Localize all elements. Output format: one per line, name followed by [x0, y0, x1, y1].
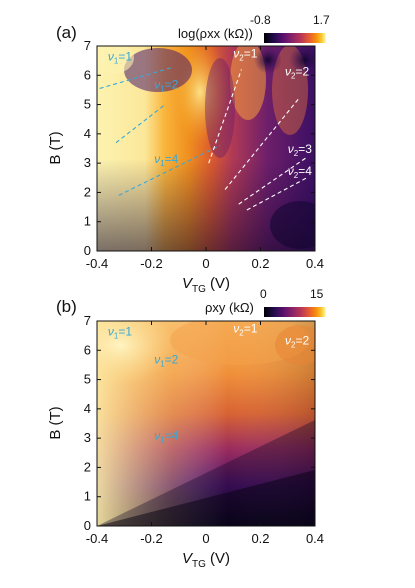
colorbar-a-min-label: -0.8: [250, 13, 271, 27]
x-tick-label-b: -0.4: [86, 531, 108, 546]
y-tick-label-a: 3: [84, 155, 91, 170]
x-axis-label-a: VTG (V): [182, 275, 230, 295]
y-tick-label-a: 2: [84, 184, 91, 199]
y-tick-label-a: 6: [84, 67, 91, 82]
annotation-cyan: ν1=2: [154, 352, 178, 368]
colorbar-b-bar: [264, 307, 326, 317]
colorbar-a-title: log(ρxx (kΩ)): [178, 26, 253, 41]
annotation-white: ν2=1: [233, 322, 257, 338]
heatmap-b: [97, 321, 315, 526]
colorbar-a: log(ρxx (kΩ)) -0.8 1.7: [178, 13, 330, 43]
fan-line-white: [224, 98, 300, 190]
x-axis-label-b: VTG (V): [182, 550, 230, 570]
annotation-white: ν2=1: [233, 47, 257, 63]
y-tick-label-b: 0: [84, 518, 91, 533]
annotation-white: ν2=2: [285, 64, 309, 80]
fan-line-cyan: [118, 145, 220, 196]
heatmap-a: [97, 46, 315, 251]
x-tick-label-b: 0: [202, 531, 209, 546]
y-tick-label-b: 2: [84, 459, 91, 474]
annotation-cyan: ν1=4: [154, 429, 178, 445]
y-axis-label-a: B (T): [47, 131, 64, 164]
fan-lines-a: [99, 67, 308, 211]
colorbar-a-bar: [264, 33, 326, 43]
annotation-cyan: ν1=1: [108, 325, 132, 341]
colorbar-b-min-label: 0: [260, 287, 267, 301]
ticks-b: -0.4 -0.2 0 0.2 0.4 0 1 2 3 4 5 6 7: [84, 313, 324, 546]
panel-b-label: (b): [56, 297, 77, 316]
fan-line-white: [246, 177, 308, 211]
y-tick-label-b: 4: [84, 401, 91, 416]
y-axis-label-b: B (T): [47, 406, 64, 439]
x-tick-label-b: 0.4: [306, 531, 324, 546]
colorbar-b-max-label: 15: [310, 287, 324, 301]
y-tick-label-a: 0: [84, 243, 91, 258]
colorbar-b: ρxy (kΩ) 0 15: [205, 287, 326, 317]
annotations-a: ν1=1 ν1=2 ν1=4 ν2=1 ν2=2 ν2=3 ν2=4: [108, 47, 312, 180]
y-tick-label-a: 1: [84, 214, 91, 229]
y-tick-label-a: 7: [84, 38, 91, 53]
annotation-white: ν2=4: [288, 164, 312, 180]
y-tick-label-b: 1: [84, 489, 91, 504]
colorbar-a-max-label: 1.7: [313, 13, 330, 27]
x-tick-label-b: -0.2: [140, 531, 162, 546]
x-tick-label-a: 0.4: [306, 256, 324, 271]
fan-line-cyan: [99, 67, 171, 89]
panel-b: (b) ν1=1 ν1=2 ν1=4 ν2=1 ν2=2 -0.4 -0.2 0 0.2 0.4…: [47, 287, 326, 570]
annotations-b: ν1=1 ν1=2 ν1=4 ν2=1 ν2=2: [108, 322, 310, 445]
y-tick-label-b: 3: [84, 430, 91, 445]
fan-line-white: [208, 69, 242, 164]
fan-line-cyan: [115, 104, 166, 144]
x-tick-label-a: 0: [202, 256, 209, 271]
panel-a: (a) ν1=1ν1=2ν1=4ν2=1ν2=2ν2=3ν2=4 -0.4 -0.…: [47, 13, 330, 295]
annotation-white: ν2=2: [285, 333, 309, 349]
y-tick-label-a: 4: [84, 126, 91, 141]
y-tick-label-b: 6: [84, 342, 91, 357]
annotation-cyan: ν1=1: [108, 50, 132, 66]
ticks-a: -0.4 -0.2 0 0.2 0.4 0 1 2 3 4 5 6 7: [84, 38, 324, 271]
annotation-cyan: ν1=2: [154, 77, 178, 93]
x-tick-label-a: 0.2: [251, 256, 269, 271]
annotation-cyan: ν1=4: [154, 152, 178, 168]
panel-a-label: (a): [56, 23, 77, 42]
y-tick-label-a: 5: [84, 97, 91, 112]
colorbar-b-title: ρxy (kΩ): [205, 300, 254, 315]
annotation-white: ν2=3: [288, 142, 312, 158]
x-tick-label-b: 0.2: [251, 531, 269, 546]
x-tick-label-a: -0.2: [140, 256, 162, 271]
y-tick-label-b: 5: [84, 372, 91, 387]
x-tick-label-a: -0.4: [86, 256, 108, 271]
y-tick-label-b: 7: [84, 313, 91, 328]
